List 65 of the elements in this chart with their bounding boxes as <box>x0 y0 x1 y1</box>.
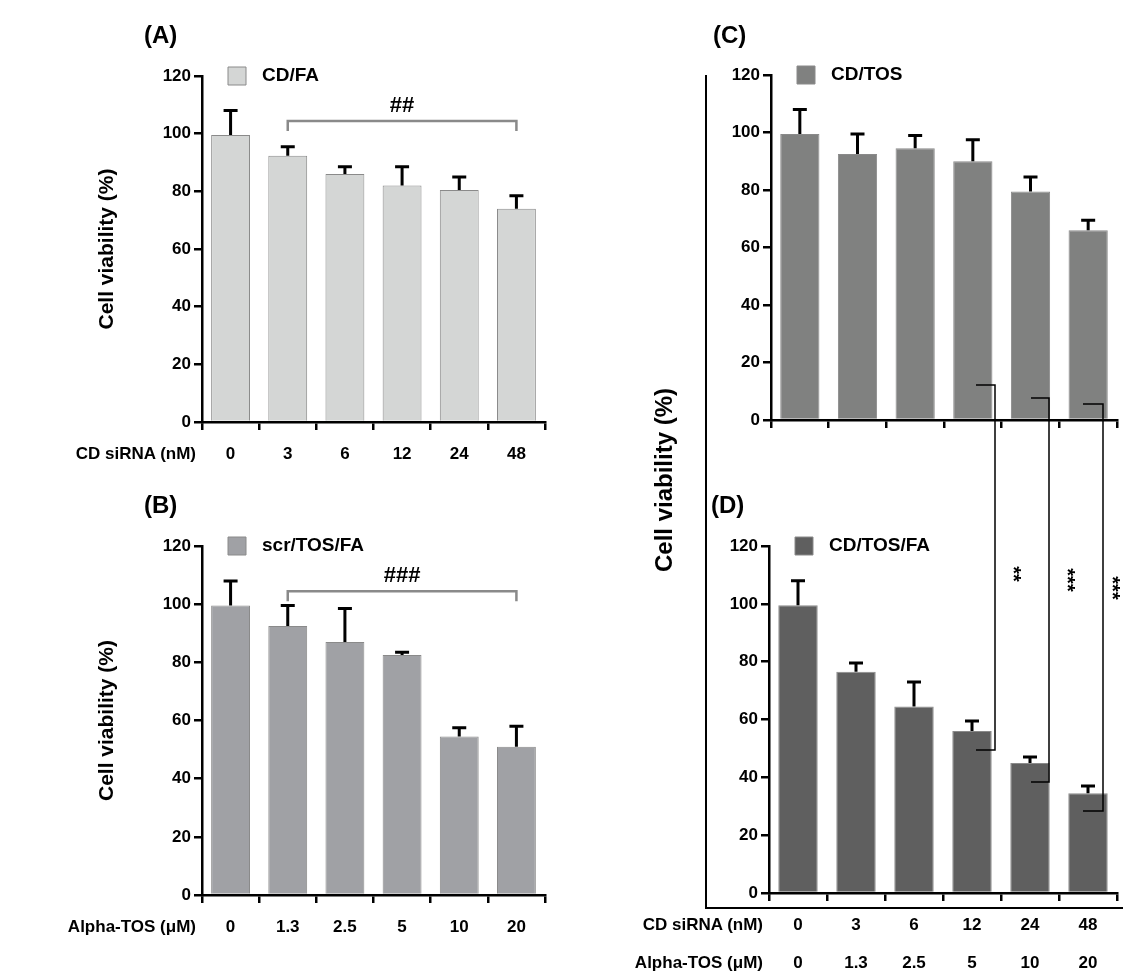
y-tick-label: 0 <box>181 884 191 904</box>
y-tick-label: 40 <box>172 296 191 316</box>
y-tick-label: 80 <box>172 652 191 672</box>
y-tick-label: 120 <box>731 64 760 84</box>
chart-title: (D) <box>711 490 745 518</box>
x-tick-label: 3 1.3 <box>844 915 868 972</box>
x-tick-label: 48 <box>506 444 526 464</box>
y-tick-label: 0 <box>181 411 191 431</box>
annotation: ## <box>389 92 415 118</box>
y-tick-label: 100 <box>729 593 758 613</box>
x-tick-label: 6 <box>340 444 350 464</box>
y-tick-label: 80 <box>739 651 758 671</box>
y-tick-label: 80 <box>172 181 191 201</box>
x-tick-label: 0 0 <box>793 915 803 972</box>
y-tick-label: 100 <box>162 593 191 613</box>
x-tick-label: 24 <box>449 444 470 464</box>
x-tick-label: 12 5 <box>962 915 982 972</box>
x-tick-label: 2.5 <box>333 917 357 937</box>
y-tick-label: 20 <box>739 824 758 844</box>
y-tick-label: 60 <box>739 709 758 729</box>
y-tick-label: 40 <box>741 294 760 314</box>
y-tick-label: 40 <box>739 767 758 787</box>
x-axis-title: CD siRNA (nM) <box>75 444 196 464</box>
chart-title: (C) <box>713 20 747 48</box>
y-tick-label: 40 <box>172 768 191 788</box>
x-tick-label: 0 <box>225 444 236 464</box>
y-tick-label: 20 <box>172 354 191 374</box>
legend-label: CD/FA <box>262 64 320 86</box>
annotation: *** <box>1102 576 1123 600</box>
x-tick-label: 1.3 <box>275 917 300 937</box>
legend-label: scr/TOS/FA <box>262 534 365 556</box>
y-tick-label: 100 <box>731 122 760 142</box>
y-tick-label: 20 <box>172 826 191 846</box>
x-tick-label: 48 20 <box>1078 915 1098 972</box>
y-tick-label: 0 <box>748 882 758 902</box>
y-tick-label: 120 <box>162 535 191 555</box>
y-tick-label: 100 <box>162 123 191 143</box>
chart-title: (B) <box>144 490 178 518</box>
x-tick-label: 5 <box>397 917 407 937</box>
y-tick-label: 60 <box>172 238 191 258</box>
y-tick-label: 60 <box>172 710 191 730</box>
annotation: *** <box>1057 568 1079 592</box>
y-tick-label: 20 <box>741 352 760 372</box>
chart-title: (A) <box>144 20 178 48</box>
legend-label: CD/TOS <box>831 63 903 85</box>
y-tick-label: 120 <box>162 65 191 85</box>
x-axis-title: Alpha-TOS (μM) <box>67 917 196 937</box>
x-tick-label: 10 <box>449 917 469 937</box>
x-tick-label: 12 <box>392 444 412 464</box>
x-axis-title: CD siRNA (nM) Alpha-TOS (μM) <box>634 915 763 972</box>
y-tick-label: 60 <box>741 237 760 257</box>
y-axis-title: Cell viability (%) <box>93 168 117 330</box>
x-tick-label: 20 <box>506 917 526 937</box>
annotation: ** <box>1003 566 1025 582</box>
y-axis-title: Cell viability (%) <box>649 387 677 573</box>
x-tick-label: 6 2.5 <box>902 915 926 972</box>
x-tick-label: 0 <box>225 917 236 937</box>
y-tick-label: 120 <box>729 535 758 555</box>
x-tick-label: 3 <box>283 444 293 464</box>
legend-label: CD/TOS/FA <box>829 534 931 556</box>
y-tick-label: 0 <box>750 409 760 429</box>
annotation: ### <box>383 562 421 588</box>
x-tick-label: 24 10 <box>1020 915 1040 972</box>
y-axis-title: Cell viability (%) <box>93 639 117 802</box>
y-tick-label: 80 <box>741 179 760 199</box>
